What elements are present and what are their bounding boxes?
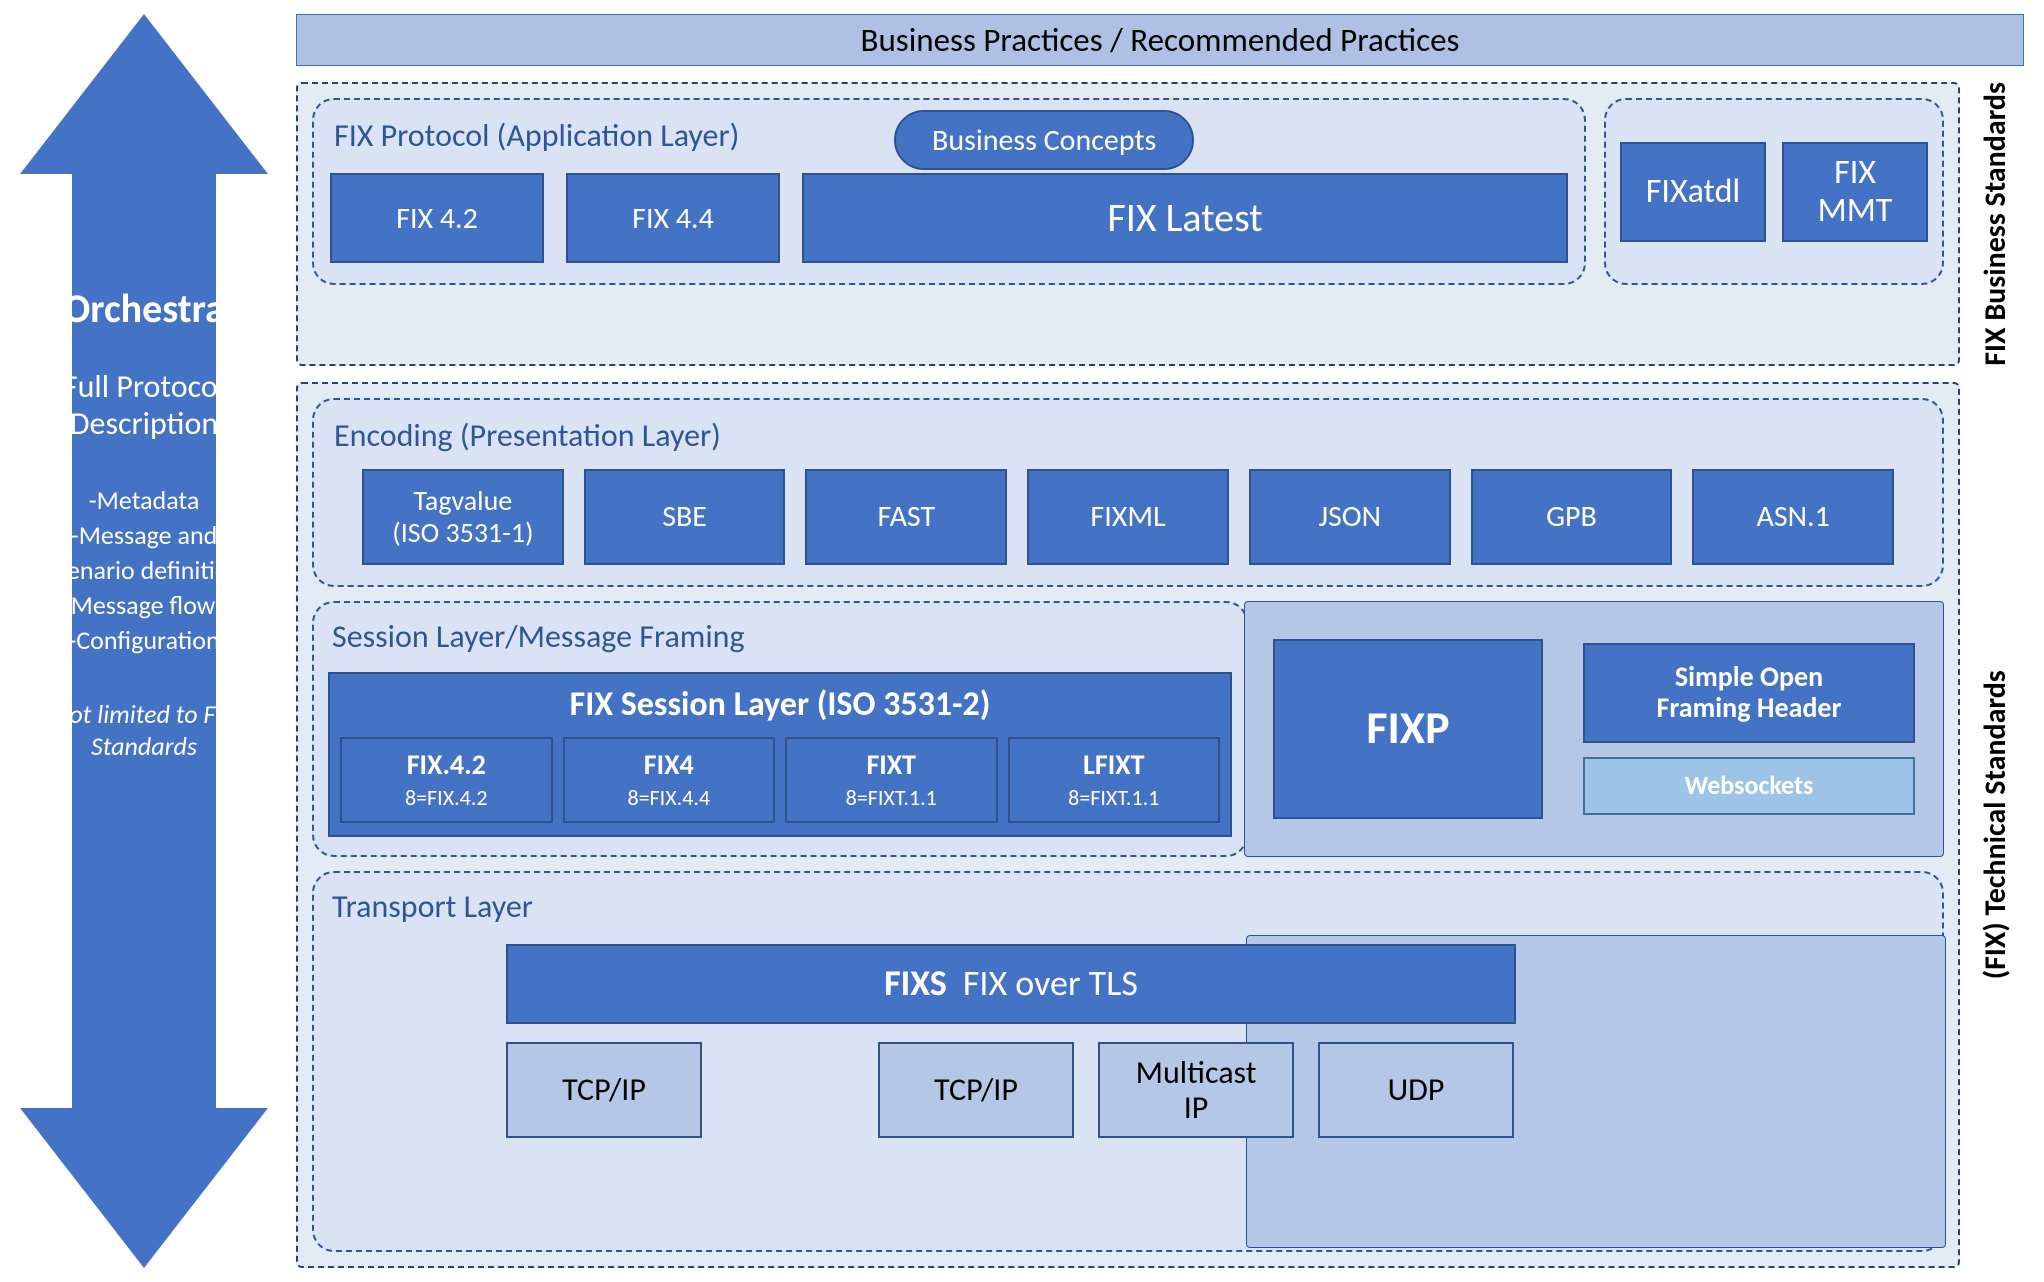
business-standards-container: FIX Protocol (Application Layer) Busines… xyxy=(296,82,1960,366)
fixatdl-box: FIXatdl xyxy=(1620,142,1766,242)
session-fixt-box: FIXT 8=FIXT.1.1 xyxy=(785,737,998,823)
spacer xyxy=(726,1042,854,1138)
session-sub-name: FIXT xyxy=(791,747,992,782)
fix-mmt-line1: FIX xyxy=(1834,154,1876,191)
orchestra-item: -Configuration xyxy=(34,623,254,658)
session-sub-tag: 8=FIX.4.4 xyxy=(569,784,770,811)
orchestra-title: Orchestra xyxy=(34,284,254,333)
json-box: JSON xyxy=(1249,469,1451,565)
sofh-line1: Simple Open xyxy=(1675,662,1823,693)
orchestra-item: -Message and scenario definition xyxy=(34,518,254,588)
fix-session-layer-title: FIX Session Layer (ISO 3531-2) xyxy=(340,674,1220,737)
session-sub-tag: 8=FIXT.1.1 xyxy=(1014,784,1215,811)
multicast-line1: Multicast xyxy=(1136,1055,1257,1090)
multicast-line2: IP xyxy=(1184,1090,1209,1125)
application-side-panel: FIXatdl FIX MMT xyxy=(1604,98,1944,285)
websockets-box: Websockets xyxy=(1583,757,1915,815)
orchestra-subtitle: Full Protocol Description xyxy=(34,369,254,443)
session-layer-row: Session Layer/Message Framing FIX Sessio… xyxy=(312,601,1944,857)
orchestra-item: -Message flows xyxy=(34,588,254,623)
orchestra-items: -Metadata -Message and scenario definiti… xyxy=(34,483,254,658)
technical-standards-label: (FIX) Technical Standards xyxy=(1968,382,2024,1268)
business-standards-label: FIX Business Standards xyxy=(1968,82,2024,366)
fixs-rest: FIX over TLS xyxy=(955,961,1138,1005)
fixs-box: FIXS FIX over TLS xyxy=(506,944,1516,1024)
asn1-box: ASN.1 xyxy=(1692,469,1894,565)
application-layer-panel: FIX Protocol (Application Layer) Busines… xyxy=(312,98,1586,285)
fix-mmt-box: FIX MMT xyxy=(1782,142,1928,242)
transport-layer-title: Transport Layer xyxy=(328,883,1928,936)
fix-session-layer-group: FIX Session Layer (ISO 3531-2) FIX.4.2 8… xyxy=(328,672,1232,837)
orchestra-arrow: Orchestra Full Protocol Description -Met… xyxy=(20,14,268,1268)
tcpip-right-box: TCP/IP xyxy=(878,1042,1074,1138)
tagvalue-line1: Tagvalue xyxy=(413,485,512,517)
fix-4-2-box: FIX 4.2 xyxy=(330,173,544,263)
fast-box: FAST xyxy=(805,469,1007,565)
fix-mmt-line2: MMT xyxy=(1818,192,1893,229)
orchestra-note: Not limited to FIX Standards xyxy=(34,698,254,762)
orchestra-item: -Metadata xyxy=(34,483,254,518)
encoding-layer-panel: Encoding (Presentation Layer) Tagvalue (… xyxy=(312,398,1944,587)
encoding-layer-title: Encoding (Presentation Layer) xyxy=(330,412,1926,465)
tagvalue-line2: (ISO 3531-1) xyxy=(392,517,533,549)
sofh-box: Simple Open Framing Header xyxy=(1583,643,1915,743)
fixml-box: FIXML xyxy=(1027,469,1229,565)
session-layer-panel: Session Layer/Message Framing FIX Sessio… xyxy=(312,601,1248,857)
gpb-box: GPB xyxy=(1471,469,1673,565)
session-layer-title: Session Layer/Message Framing xyxy=(328,613,1232,666)
session-sub-name: LFIXT xyxy=(1014,747,1215,782)
fix-4-4-box: FIX 4.4 xyxy=(566,173,780,263)
header-bar: Business Practices / Recommended Practic… xyxy=(296,14,2024,66)
business-concepts-pill: Business Concepts xyxy=(894,110,1194,170)
fix-latest-box: FIX Latest xyxy=(802,173,1568,263)
session-sub-name: FIX4 xyxy=(569,747,770,782)
session-sub-tag: 8=FIX.4.2 xyxy=(346,784,547,811)
tcpip-left-box: TCP/IP xyxy=(506,1042,702,1138)
session-lfixt-box: LFIXT 8=FIXT.1.1 xyxy=(1008,737,1221,823)
orchestra-column: Orchestra Full Protocol Description -Met… xyxy=(0,0,288,1282)
transport-layer-panel: Transport Layer FIXS FIX over TLS TCP/IP… xyxy=(312,871,1944,1252)
session-sub-name: FIX.4.2 xyxy=(346,747,547,782)
tagvalue-box: Tagvalue (ISO 3531-1) xyxy=(362,469,564,565)
fixs-bold: FIXS xyxy=(884,961,947,1005)
session-fix4-box: FIX4 8=FIX.4.4 xyxy=(563,737,776,823)
technical-standards-container: Encoding (Presentation Layer) Tagvalue (… xyxy=(296,382,1960,1268)
multicast-ip-box: Multicast IP xyxy=(1098,1042,1294,1138)
sbe-box: SBE xyxy=(584,469,786,565)
session-fix42-box: FIX.4.2 8=FIX.4.2 xyxy=(340,737,553,823)
session-right-panel: FIXP Simple Open Framing Header Websocke… xyxy=(1244,601,1944,857)
sofh-line2: Framing Header xyxy=(1657,693,1842,724)
session-sub-tag: 8=FIXT.1.1 xyxy=(791,784,992,811)
udp-box: UDP xyxy=(1318,1042,1514,1138)
fixp-box: FIXP xyxy=(1273,639,1543,819)
